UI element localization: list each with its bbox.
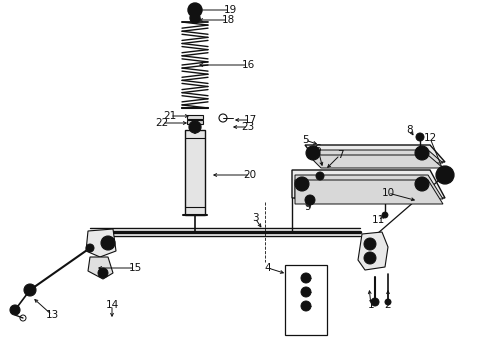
Polygon shape (295, 175, 443, 199)
Circle shape (306, 146, 320, 160)
Text: 18: 18 (221, 15, 235, 25)
Text: 6: 6 (315, 144, 321, 154)
Circle shape (189, 121, 201, 133)
Text: 23: 23 (242, 122, 255, 132)
Circle shape (310, 150, 316, 156)
Polygon shape (295, 180, 443, 204)
Text: 9: 9 (305, 202, 311, 212)
Polygon shape (86, 229, 116, 257)
Bar (187, 115, 203, 119)
Text: 15: 15 (128, 263, 142, 273)
Circle shape (299, 181, 305, 187)
Circle shape (188, 3, 202, 17)
Polygon shape (358, 232, 388, 270)
Text: 11: 11 (371, 215, 385, 225)
Circle shape (316, 172, 324, 180)
Circle shape (295, 177, 309, 191)
Text: 19: 19 (223, 5, 237, 15)
Text: 5: 5 (302, 135, 308, 145)
Circle shape (101, 236, 115, 250)
Circle shape (415, 177, 429, 191)
Circle shape (301, 301, 311, 311)
Circle shape (436, 166, 454, 184)
Circle shape (105, 240, 111, 246)
Text: 20: 20 (244, 170, 257, 180)
Text: 8: 8 (407, 125, 413, 135)
Text: 13: 13 (46, 310, 59, 320)
Circle shape (192, 7, 198, 13)
Text: 1: 1 (368, 300, 374, 310)
Circle shape (371, 298, 379, 306)
Circle shape (415, 146, 429, 160)
Polygon shape (308, 150, 443, 163)
Circle shape (305, 195, 315, 205)
Text: 16: 16 (242, 60, 255, 70)
Circle shape (301, 273, 311, 283)
Text: 17: 17 (244, 115, 257, 125)
Circle shape (190, 13, 200, 23)
Circle shape (419, 181, 425, 187)
Polygon shape (292, 170, 445, 198)
Bar (285, 265, 327, 335)
Circle shape (364, 238, 376, 250)
Text: 12: 12 (423, 133, 437, 143)
Bar (187, 120, 203, 124)
Text: 21: 21 (163, 111, 176, 121)
Circle shape (364, 252, 376, 264)
Polygon shape (88, 257, 113, 279)
Circle shape (419, 150, 425, 156)
Circle shape (10, 305, 20, 315)
Circle shape (385, 299, 391, 305)
Text: 10: 10 (381, 188, 394, 198)
Circle shape (24, 284, 36, 296)
Circle shape (86, 244, 94, 252)
Text: 22: 22 (155, 118, 169, 128)
Circle shape (441, 171, 449, 179)
Circle shape (98, 268, 108, 278)
Text: 2: 2 (385, 300, 392, 310)
Polygon shape (308, 155, 443, 168)
Circle shape (416, 133, 424, 141)
Text: 4: 4 (265, 263, 271, 273)
Circle shape (301, 287, 311, 297)
Circle shape (193, 125, 197, 130)
Text: 7: 7 (337, 150, 343, 160)
Polygon shape (305, 145, 445, 162)
Circle shape (382, 212, 388, 218)
Text: 14: 14 (105, 300, 119, 310)
Bar (185, 130, 205, 215)
Text: 3: 3 (252, 213, 258, 223)
